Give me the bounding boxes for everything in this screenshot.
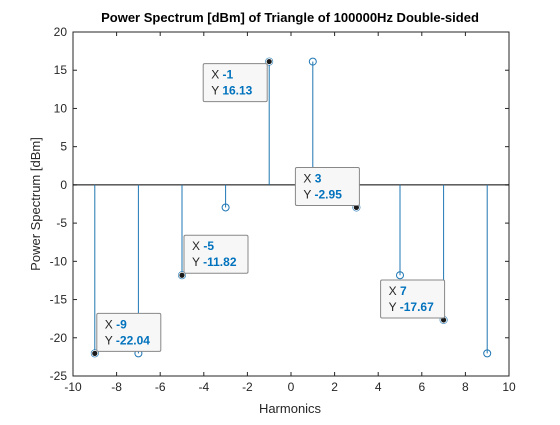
- datatip-x-value: 7: [400, 284, 407, 298]
- datatip-box: [380, 279, 446, 319]
- datatip-point: [265, 58, 273, 65]
- stem-marker: [178, 271, 186, 280]
- datatip-box: [183, 234, 249, 274]
- stem-marker: [221, 203, 230, 212]
- datatip-y-value: 16.13: [222, 84, 252, 98]
- y-tick-label: 15: [54, 63, 68, 77]
- y-tick-label: -25: [50, 369, 68, 383]
- x-tick-label: -2: [242, 380, 253, 394]
- x-tick-label: 2: [331, 380, 338, 394]
- datatip-y-value: -22.04: [116, 333, 150, 347]
- stem-marker: [308, 57, 317, 66]
- datatip-box: [202, 63, 268, 103]
- datatip-layer: X -1Y 16.13X 3Y -2.95X -5Y -11.82X 7Y -1…: [91, 58, 448, 357]
- y-tick-label: 5: [60, 140, 67, 154]
- x-tick-label: -4: [198, 380, 209, 394]
- datatip-y-line: Y 16.13: [211, 84, 252, 98]
- stem-marker: [90, 349, 99, 358]
- y-tick-label: 10: [54, 101, 68, 115]
- datatip-y-line: Y -2.95: [303, 187, 342, 201]
- datatip-y-value: -2.95: [315, 187, 343, 201]
- datatip-y-label: Y: [389, 300, 400, 314]
- datatip-y-label: Y: [192, 255, 203, 269]
- datatip-x-label: X: [105, 317, 116, 331]
- datatip-x-value: 3: [315, 171, 322, 185]
- chart-title: Power Spectrum [dBm] of Triangle of 1000…: [101, 10, 479, 25]
- datatip-box: [96, 312, 162, 352]
- x-tick-label: -6: [155, 380, 166, 394]
- y-tick-label: 20: [54, 25, 68, 39]
- datatip-x-value: -9: [116, 317, 127, 331]
- datatip-point: [178, 271, 186, 279]
- x-tick-label: -8: [111, 380, 122, 394]
- x-tick-label: 4: [375, 380, 382, 394]
- datatip-point: [91, 349, 99, 357]
- y-tick-label: -5: [56, 216, 67, 230]
- datatip-x-line: X -5: [192, 239, 214, 253]
- datatip-y-value: -17.67: [400, 300, 434, 314]
- stem-marker: [396, 271, 404, 280]
- datatip-x-line: X 7: [389, 284, 407, 298]
- datatip-x-value: -1: [223, 68, 234, 82]
- datatip-y-label: Y: [211, 84, 222, 98]
- stem-marker: [265, 57, 274, 66]
- datatip-y-line: Y -11.82: [192, 255, 237, 269]
- y-axis-label: Power Spectrum [dBm]: [28, 137, 43, 271]
- y-tick-label: -20: [50, 331, 68, 345]
- datatip-y-line: Y -17.67: [389, 300, 434, 314]
- y-tick-label: 0: [60, 178, 67, 192]
- datatip-y-line: Y -22.04: [105, 333, 150, 347]
- datatip-x-line: X -1: [211, 68, 233, 82]
- x-tick-label: 0: [288, 380, 295, 394]
- x-tick-label: 8: [462, 380, 469, 394]
- stem-marker: [483, 349, 492, 358]
- datatip-x-label: X: [211, 68, 222, 82]
- datatip-x-label: X: [192, 239, 203, 253]
- datatip-y-label: Y: [105, 333, 116, 347]
- datatip-y-value: -11.82: [203, 255, 237, 269]
- datatip-x-line: X -9: [105, 317, 127, 331]
- x-tick-label: -10: [64, 380, 82, 394]
- datatip-x-label: X: [389, 284, 400, 298]
- datatip-x-line: X 3: [303, 171, 321, 185]
- x-tick-label: 10: [502, 380, 516, 394]
- x-tick-label: 6: [418, 380, 425, 394]
- datatip-x-label: X: [303, 171, 314, 185]
- datatip-y-label: Y: [303, 187, 314, 201]
- x-axis-label: Harmonics: [259, 401, 322, 416]
- y-tick-label: -10: [50, 254, 68, 268]
- y-tick-label: -15: [50, 293, 68, 307]
- datatip-box: [294, 166, 360, 206]
- datatip-x-value: -5: [203, 239, 214, 253]
